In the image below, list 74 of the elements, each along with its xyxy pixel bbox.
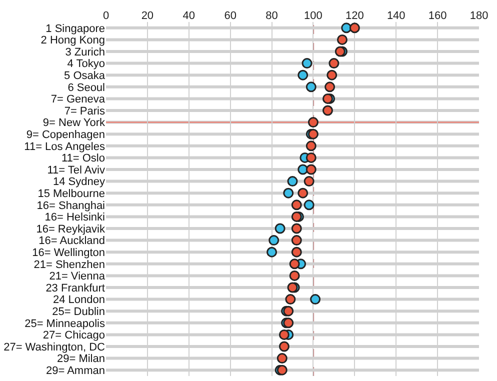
point bbox=[291, 200, 302, 210]
point bbox=[285, 294, 296, 305]
y-tick-label: 23 Frankfurt bbox=[46, 282, 105, 294]
y-tick-label: 7= Geneva bbox=[50, 94, 106, 106]
y-tick-label: 24 London bbox=[53, 294, 105, 306]
point bbox=[304, 200, 314, 210]
y-tick-label: 11= Oslo bbox=[61, 152, 105, 165]
y-tick-label: 16= Wellington bbox=[32, 246, 105, 259]
point bbox=[276, 353, 288, 364]
x-tick-label: 40 bbox=[182, 10, 196, 22]
point bbox=[306, 152, 316, 163]
y-tick-label: 25= Minneapolis bbox=[24, 318, 106, 330]
y-tick-label: 7= Paris bbox=[64, 105, 106, 118]
y-tick-label: 21= Shenzhen bbox=[34, 258, 105, 271]
x-tick-label: 180 bbox=[470, 10, 488, 22]
point bbox=[278, 341, 290, 352]
y-tick-label: 4 Tokyo bbox=[67, 58, 105, 70]
point bbox=[341, 22, 352, 34]
point bbox=[326, 70, 338, 80]
y-tick-label: 3 Zurich bbox=[65, 46, 105, 58]
y-tick-label: 11= Tel Aviv bbox=[47, 164, 106, 176]
point bbox=[266, 246, 278, 258]
y-tick-label: 21= Vienna bbox=[49, 270, 106, 283]
y-tick-label: 16= Helsinki bbox=[44, 212, 105, 224]
point bbox=[322, 105, 333, 116]
point bbox=[328, 58, 340, 69]
y-tick-label: 29= Amman bbox=[46, 364, 105, 377]
y-tick-label: 29= Milan bbox=[56, 353, 105, 366]
y-tick-label: 9= New York bbox=[42, 117, 106, 130]
point bbox=[298, 188, 308, 198]
x-tick-label: 120 bbox=[345, 10, 364, 22]
x-tick-label: 0 bbox=[102, 10, 110, 22]
point bbox=[336, 34, 348, 45]
point bbox=[302, 58, 312, 69]
point bbox=[268, 235, 280, 246]
x-tick-label: 20 bbox=[141, 10, 154, 22]
point bbox=[289, 270, 300, 281]
x-tick-label: 60 bbox=[224, 10, 236, 22]
point bbox=[283, 188, 294, 198]
point bbox=[289, 258, 300, 270]
point bbox=[298, 70, 308, 80]
y-tick-label: 16= Auckland bbox=[38, 235, 105, 248]
y-tick-label: 9= Copenhagen bbox=[26, 128, 105, 141]
y-tick-label: 6 Seoul bbox=[68, 82, 105, 94]
y-tick-label: 15 Melbourne bbox=[38, 188, 105, 200]
point bbox=[287, 176, 298, 187]
point bbox=[278, 329, 290, 340]
point bbox=[310, 294, 321, 305]
y-tick-label: 14 Sydney bbox=[53, 176, 106, 188]
y-tick-label: 2 Hong Kong bbox=[40, 34, 105, 47]
y-tick-label: 27= Chicago bbox=[42, 330, 105, 342]
point bbox=[349, 22, 360, 34]
y-tick-label: 16= Reykjavik bbox=[36, 223, 106, 236]
y-tick-label: 25= Dublin bbox=[52, 306, 105, 318]
point bbox=[306, 164, 316, 175]
point bbox=[291, 235, 302, 246]
y-tick-label: 5 Osaka bbox=[64, 70, 106, 82]
x-tick-label: 160 bbox=[428, 10, 447, 22]
y-tick-label: 16= Shanghai bbox=[36, 200, 105, 212]
point bbox=[274, 223, 286, 234]
point bbox=[324, 82, 336, 92]
y-tick-label: 11= Los Angeles bbox=[24, 140, 106, 153]
y-tick-label: 27= Washington, DC bbox=[4, 341, 106, 354]
point bbox=[291, 223, 302, 234]
point bbox=[322, 93, 333, 104]
point bbox=[306, 82, 316, 92]
point bbox=[291, 246, 302, 258]
x-tick-label: 100 bbox=[304, 10, 322, 22]
point bbox=[306, 140, 316, 152]
x-tick-label: 140 bbox=[386, 10, 406, 22]
point bbox=[304, 176, 314, 187]
y-tick-label: 1 Singapore bbox=[46, 22, 105, 35]
point bbox=[308, 117, 318, 128]
x-tick-label: 80 bbox=[266, 10, 278, 22]
